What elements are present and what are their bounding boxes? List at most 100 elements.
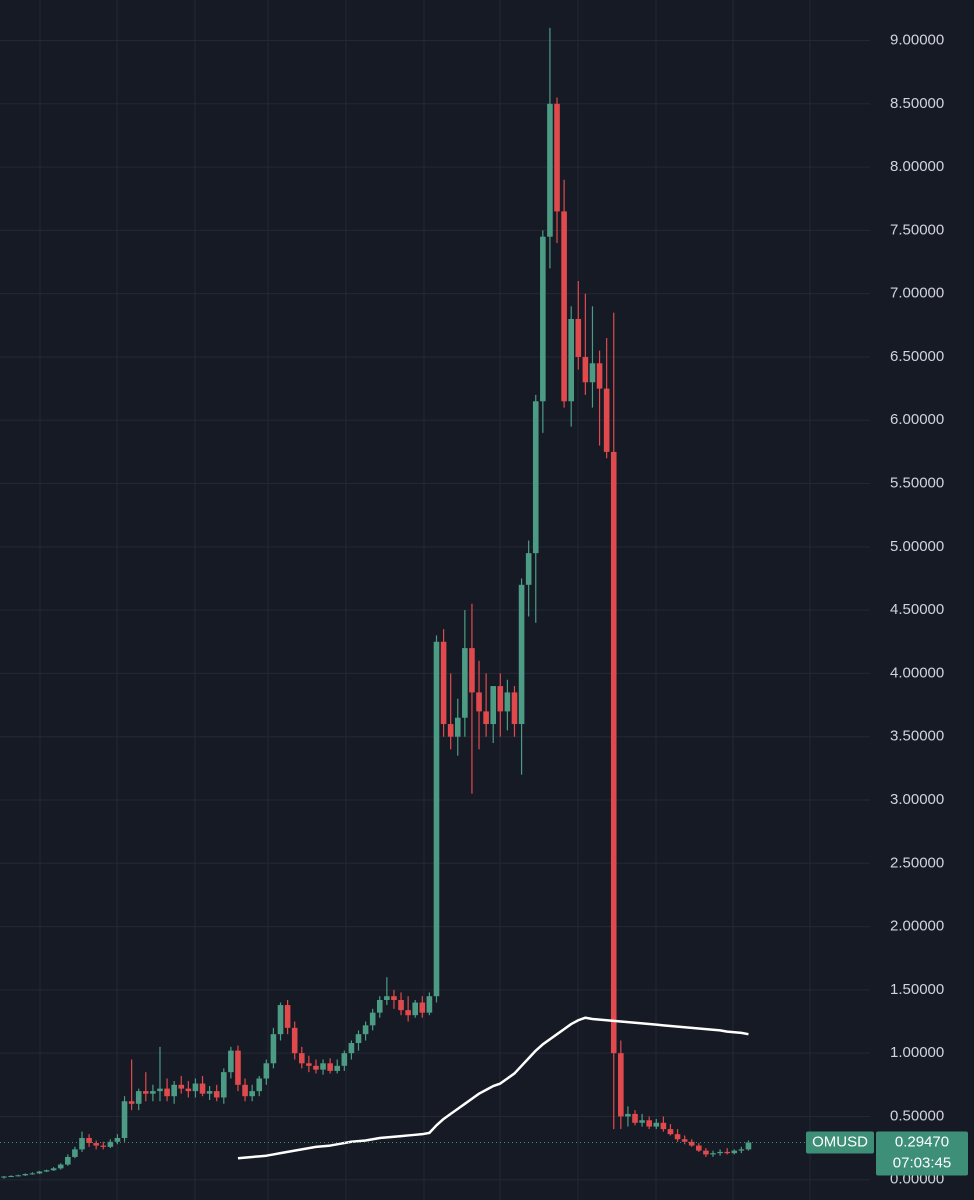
- candle-body: [532, 401, 539, 554]
- candle-body: [79, 1137, 85, 1150]
- candle-body: [745, 1142, 752, 1150]
- candle-body: [504, 692, 511, 712]
- price-label: 0.29470: [895, 1133, 949, 1150]
- y-tick-label: 2.00000: [890, 918, 944, 935]
- symbol-tag: [806, 1131, 874, 1154]
- candle-body: [575, 318, 582, 357]
- candle-body: [341, 1053, 348, 1066]
- candle-body: [547, 103, 553, 237]
- candle-body: [242, 1084, 248, 1097]
- candle-body: [36, 1171, 43, 1174]
- candle-body: [157, 1088, 163, 1092]
- y-tick-label: 9.00000: [890, 31, 944, 48]
- candle-body: [199, 1083, 206, 1094]
- candle-body: [192, 1083, 199, 1092]
- candle-body: [86, 1137, 92, 1144]
- candle-body: [497, 686, 504, 712]
- candle-body: [298, 1053, 305, 1064]
- candle-body: [384, 996, 390, 1000]
- candle-body: [114, 1137, 121, 1142]
- candle-body: [306, 1063, 312, 1066]
- candle-body: [249, 1091, 255, 1097]
- candle-body: [646, 1120, 652, 1127]
- candle-body: [596, 363, 603, 389]
- candle-body: [1, 1176, 7, 1178]
- candle-body: [511, 692, 518, 725]
- candle-body: [412, 1002, 419, 1016]
- candle-body: [476, 692, 482, 712]
- candle-body: [674, 1134, 681, 1140]
- candle-body: [603, 388, 610, 452]
- candle-body: [554, 103, 560, 212]
- candle-body: [171, 1084, 177, 1097]
- candle-body: [228, 1050, 234, 1073]
- y-tick-label: 6.50000: [890, 348, 944, 365]
- candle-body: [398, 1000, 404, 1011]
- candle-body: [291, 1027, 298, 1054]
- candle-body: [284, 1005, 291, 1028]
- candle-body: [29, 1173, 36, 1175]
- candle-body: [405, 1010, 411, 1016]
- candle-body: [589, 363, 596, 383]
- candle-body: [327, 1063, 333, 1071]
- candle-body: [313, 1065, 319, 1070]
- candle-body: [348, 1043, 355, 1054]
- y-tick-label: 4.50000: [890, 601, 944, 618]
- y-tick-label: 1.50000: [890, 981, 944, 998]
- candle-body: [710, 1153, 716, 1155]
- candle-body: [43, 1170, 50, 1172]
- candle-body: [483, 711, 489, 725]
- y-tick-label: 4.00000: [890, 664, 944, 681]
- candle-body: [703, 1150, 709, 1155]
- candle-body: [334, 1065, 341, 1071]
- candle-body: [618, 1053, 624, 1117]
- y-tick-label: 7.50000: [890, 221, 944, 238]
- candle-body: [369, 1012, 376, 1026]
- candle-body: [610, 451, 617, 1054]
- candle-body: [355, 1034, 362, 1044]
- candle-body: [717, 1151, 723, 1154]
- candle-body: [469, 648, 475, 693]
- y-tick-label: 6.00000: [890, 411, 944, 428]
- candle-body: [447, 724, 454, 737]
- candle-body: [625, 1113, 631, 1117]
- candle-body: [107, 1141, 114, 1147]
- candle-body: [688, 1141, 695, 1146]
- candle-body: [454, 717, 461, 737]
- candle-body: [440, 641, 447, 725]
- candle-body: [731, 1150, 738, 1154]
- candle-body: [164, 1088, 170, 1097]
- y-tick-label: 0.50000: [890, 1107, 944, 1124]
- symbol-label: OMUSD: [812, 1133, 868, 1150]
- candle-body: [391, 996, 397, 1000]
- candle-body: [277, 1005, 284, 1035]
- candle-body: [57, 1164, 64, 1169]
- candle-body: [22, 1174, 29, 1176]
- y-tick-label: 8.50000: [890, 95, 944, 112]
- candle-body: [639, 1120, 645, 1123]
- candle-body: [632, 1113, 638, 1123]
- candle-body: [433, 641, 440, 997]
- candle-body: [72, 1149, 78, 1157]
- y-tick-label: 2.50000: [890, 854, 944, 871]
- candle-body: [143, 1091, 149, 1094]
- candle-body: [135, 1091, 142, 1104]
- candle-body: [213, 1091, 220, 1098]
- candle-body: [263, 1063, 270, 1079]
- candle-body: [582, 356, 589, 383]
- y-tick-label: 8.00000: [890, 158, 944, 175]
- candle-body: [696, 1145, 702, 1151]
- candle-body: [518, 584, 525, 725]
- candle-body: [681, 1139, 688, 1142]
- candle-body: [121, 1101, 128, 1138]
- candle-body: [100, 1145, 107, 1147]
- candle-body: [320, 1063, 326, 1070]
- candle-body: [724, 1151, 730, 1154]
- candle-body: [65, 1156, 71, 1165]
- candle-body: [128, 1101, 135, 1104]
- candle-body: [93, 1143, 99, 1146]
- candle-body: [376, 1000, 383, 1013]
- candle-body: [660, 1122, 667, 1130]
